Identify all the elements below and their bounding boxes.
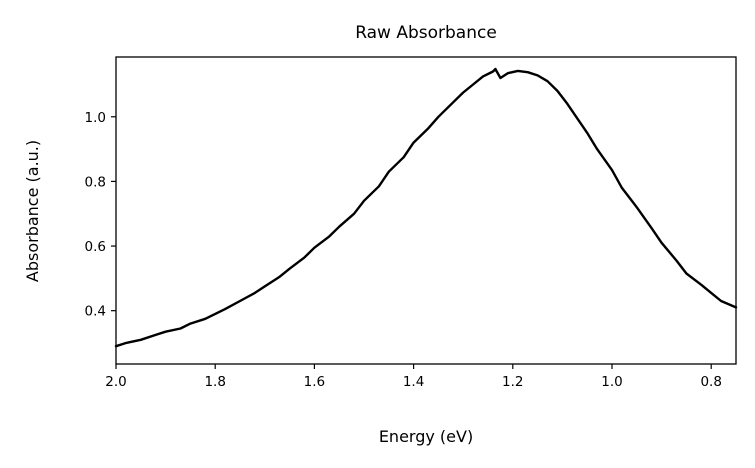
plot-area-frame: [115, 56, 737, 365]
y-tick-label: 1.0: [85, 110, 106, 126]
x-tick-label: 1.8: [204, 374, 225, 390]
x-tick-label: 1.4: [403, 374, 424, 390]
y-tick-label: 0.4: [85, 304, 106, 320]
x-axis: 2.0 1.8 1.6 1.4 1.2 1.0 0.8: [105, 364, 722, 390]
chart-title: Raw Absorbance: [355, 23, 497, 43]
x-tick-label: 1.2: [502, 374, 523, 390]
y-axis: 0.4 0.6 0.8 1.0: [85, 110, 116, 320]
absorbance-line: [114, 67, 738, 348]
series-layer: [114, 67, 738, 348]
x-axis-label: Energy (eV): [379, 427, 473, 446]
y-tick-label: 0.6: [85, 239, 106, 255]
x-tick-label: 0.8: [700, 374, 721, 390]
x-tick-label: 1.6: [304, 374, 325, 390]
x-tick-label: 2.0: [105, 374, 126, 390]
y-axis-label: Absorbance (a.u.): [23, 140, 42, 282]
x-tick-label: 1.0: [601, 374, 622, 390]
y-tick-label: 0.8: [85, 174, 106, 190]
